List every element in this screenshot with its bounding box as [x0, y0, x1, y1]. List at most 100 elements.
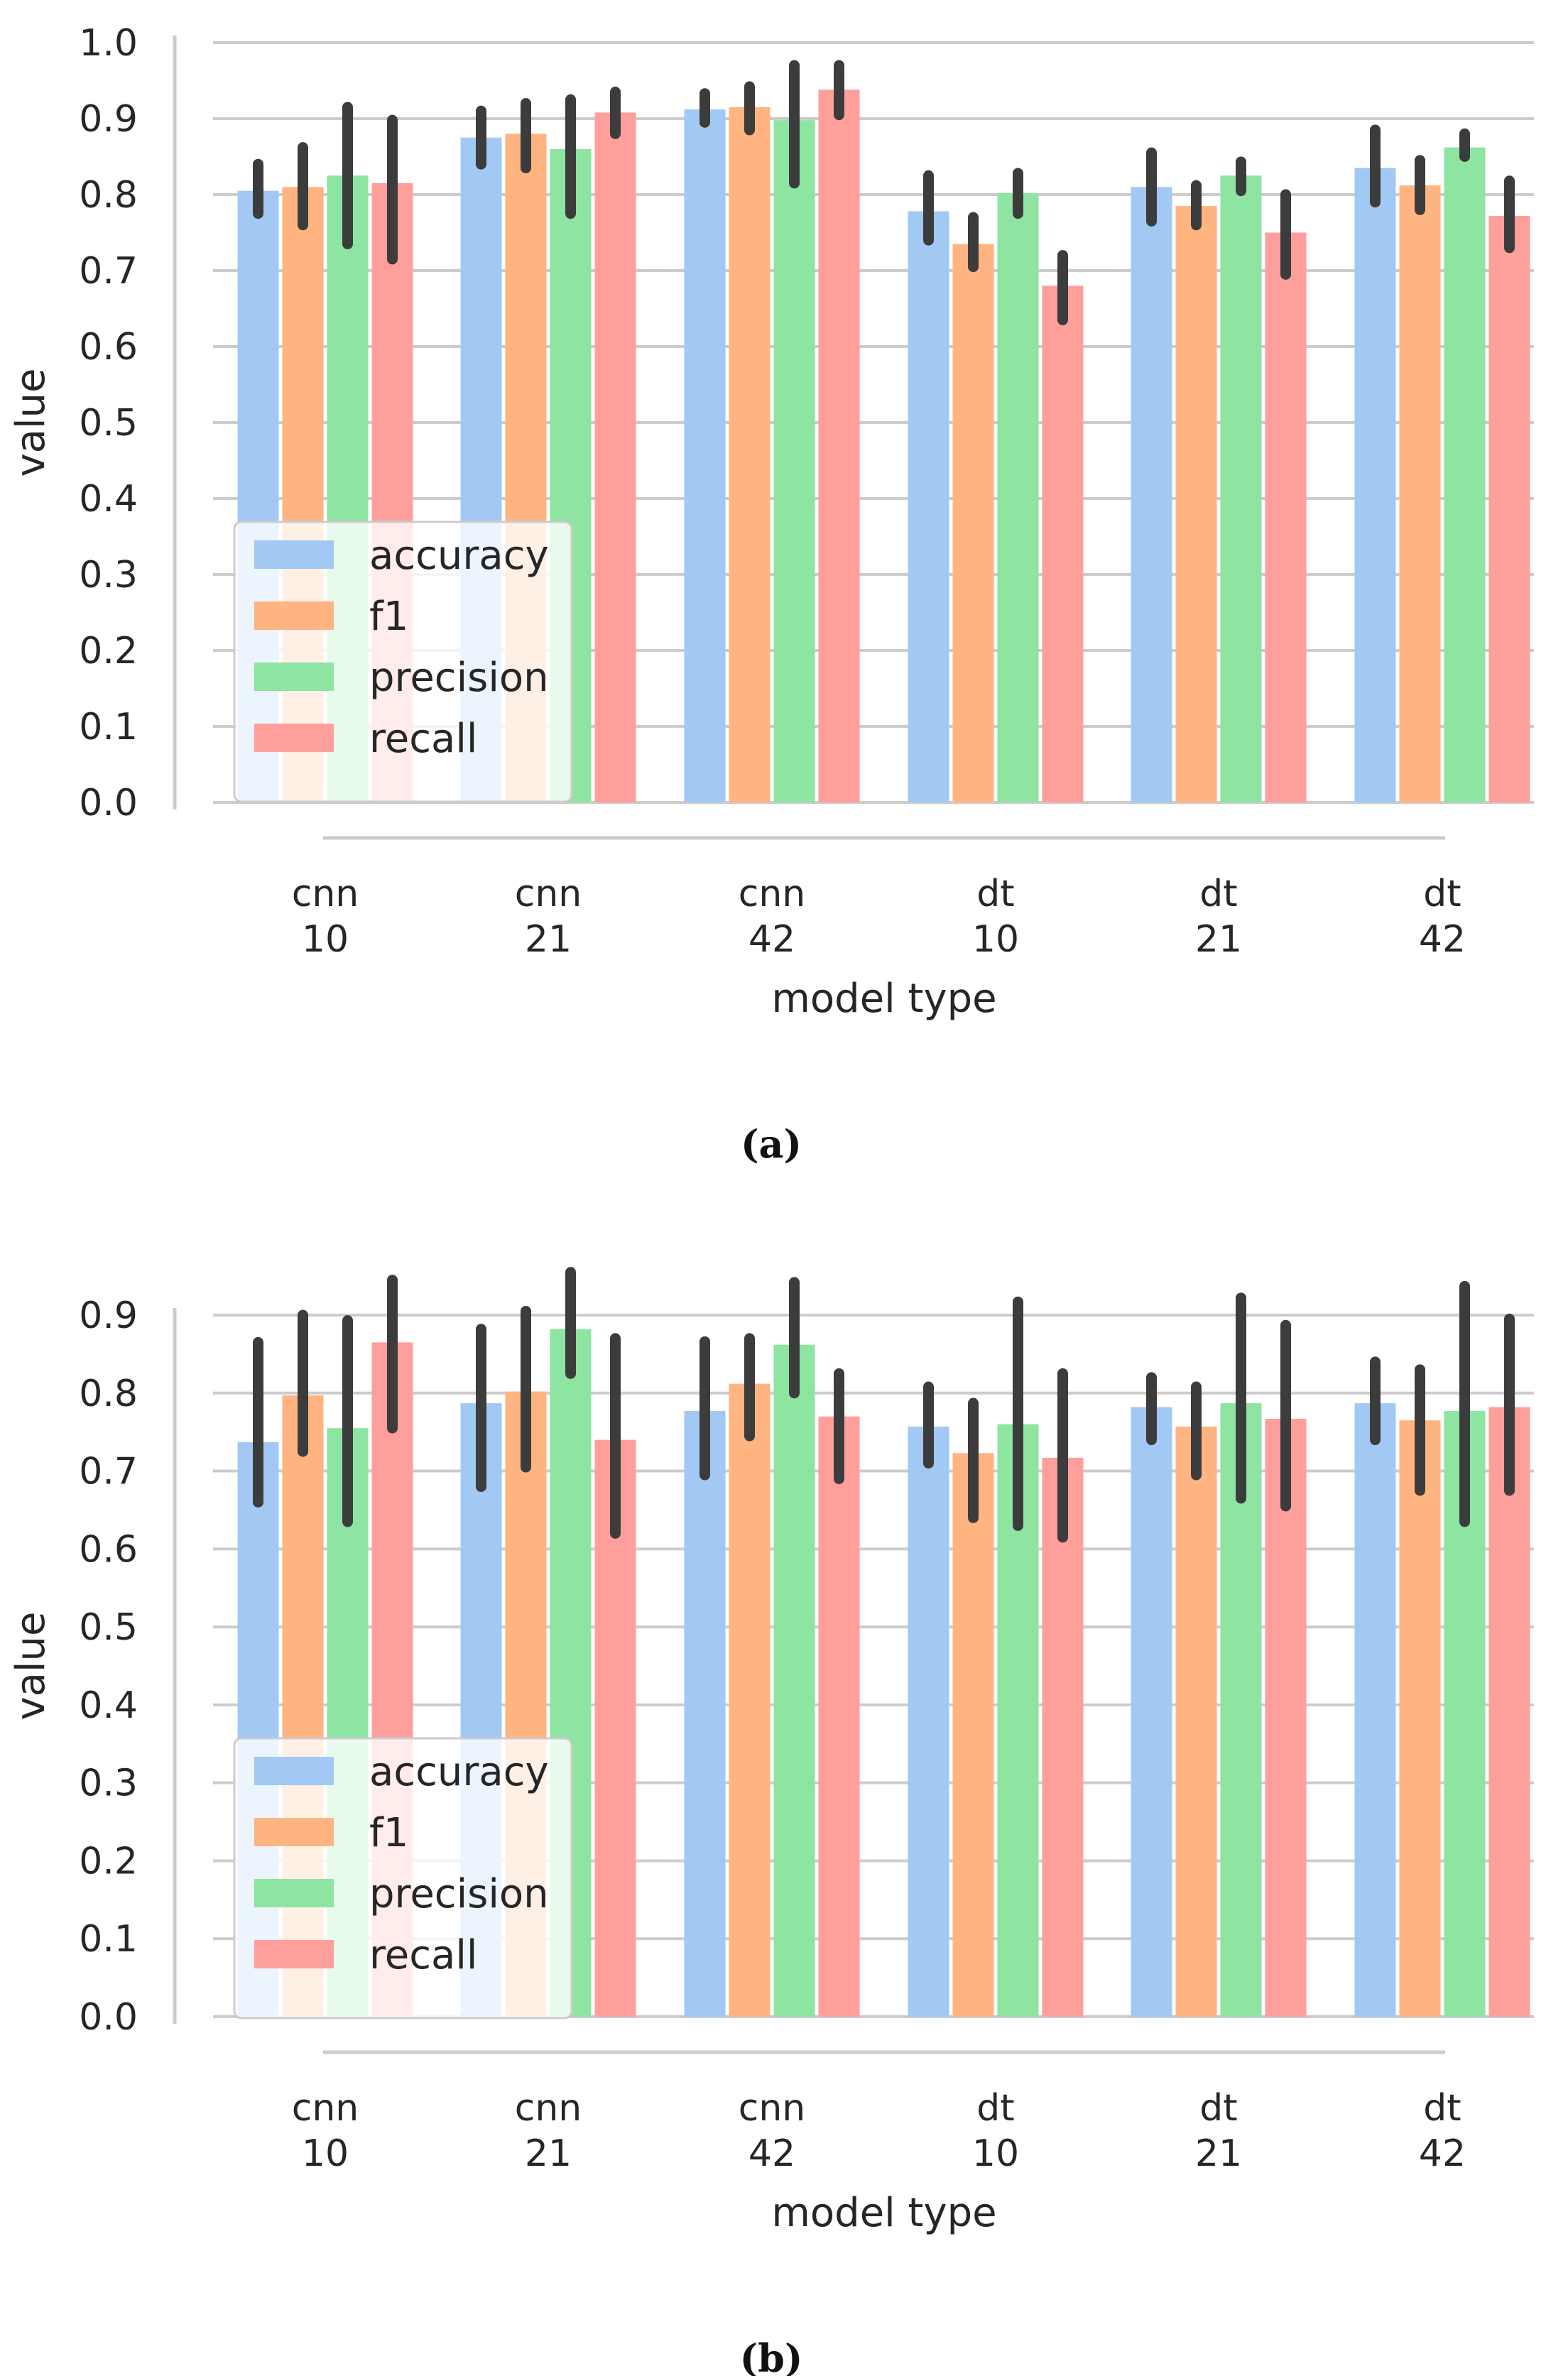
bar-accuracy: [1354, 168, 1396, 803]
x-tick-label: 42: [748, 918, 795, 961]
bar-recall: [1265, 1419, 1307, 2017]
legend-swatch-precision: [254, 663, 334, 691]
bar-accuracy: [1131, 1407, 1172, 2017]
y-tick-label: 0.2: [79, 630, 138, 672]
legend: accuracy f1 precision recall: [233, 1737, 573, 2020]
bar-recall: [1488, 215, 1530, 803]
x-tick-label: cnn: [292, 873, 359, 915]
chart-panel-b: 0.0 0.1 0.2 0.3 0.4 0.5 0.6 0.7 0.8 0.9 accuracy f1…: [8, 1267, 1534, 2236]
bar-f1: [729, 107, 771, 802]
bar-precision: [997, 192, 1039, 802]
legend-label-precision: precision: [369, 1871, 549, 1917]
legend-label-accuracy: accuracy: [369, 533, 549, 579]
legend-label-accuracy: accuracy: [369, 1749, 549, 1795]
legend-swatch-f1: [254, 601, 334, 630]
x-tick-label: cnn: [515, 873, 582, 915]
y-tick-label: 0.4: [79, 478, 138, 521]
bar-f1: [952, 244, 994, 802]
y-tick-label: 0.5: [79, 402, 138, 445]
x-tick-label: cnn: [739, 2087, 806, 2130]
y-tick-label: 0.6: [79, 1528, 138, 1571]
bar-recall: [818, 89, 860, 803]
legend-label-f1: f1: [369, 1810, 408, 1856]
legend-swatch-f1: [254, 1818, 334, 1846]
y-tick-label: 0.0: [79, 782, 138, 824]
y-axis-title: value: [8, 1612, 54, 1721]
legend-swatch-recall: [254, 724, 334, 752]
x-tick-label: 42: [1419, 2132, 1466, 2175]
x-tick-label: cnn: [515, 2087, 582, 2130]
y-tick-label: 0.9: [79, 98, 138, 141]
legend: accuracy f1 precision recall: [233, 521, 573, 803]
x-tick-label: 21: [525, 2132, 572, 2175]
y-tick-label: 0.8: [79, 1373, 138, 1415]
legend-swatch-precision: [254, 1879, 334, 1907]
x-axis-title: model type: [771, 2190, 996, 2236]
x-tick-label: 10: [302, 2132, 349, 2175]
legend-label-precision: precision: [369, 655, 549, 701]
legend-swatch-accuracy: [254, 540, 334, 569]
bar-precision: [773, 120, 815, 802]
x-tick-label: 21: [525, 918, 572, 961]
y-tick-label: 0.7: [79, 250, 138, 293]
y-tick-label: 0.8: [79, 174, 138, 217]
bar-accuracy: [908, 211, 949, 802]
legend-label-recall: recall: [369, 716, 477, 762]
bar-accuracy: [684, 109, 726, 802]
x-tick-label: cnn: [292, 2087, 359, 2130]
bar-recall: [1265, 232, 1307, 802]
bar-recall: [1042, 285, 1084, 802]
x-tick-label: 21: [1195, 2132, 1242, 2175]
bar-recall: [594, 112, 636, 802]
y-tick-label: 0.2: [79, 1840, 138, 1882]
y-tick-label: 0.4: [79, 1684, 138, 1727]
y-tick-label: 0.9: [79, 1295, 138, 1337]
x-tick-label: 10: [972, 918, 1019, 961]
caption-b: (b): [740, 2336, 803, 2376]
bar-accuracy: [1131, 187, 1172, 802]
legend-label-f1: f1: [369, 594, 408, 640]
y-tick-label: 1.0: [79, 22, 138, 65]
y-tick-label: 0.5: [79, 1606, 138, 1649]
x-tick-label: 21: [1195, 918, 1242, 961]
chart-panel-a: 0.0 0.1 0.2 0.3 0.4 0.5 0.6 0.7 0.8 0.9 1.0 accurac…: [8, 22, 1534, 1022]
y-tick-label: 0.1: [79, 706, 138, 748]
x-tick-label: dt: [1199, 2087, 1237, 2130]
bar-recall: [1488, 1407, 1530, 2017]
bar-f1: [1399, 1420, 1441, 2017]
x-tick-label: dt: [1423, 2087, 1461, 2130]
bar-f1: [1175, 1426, 1217, 2017]
y-tick-label: 0.3: [79, 554, 138, 596]
x-tick-label: 10: [972, 2132, 1019, 2175]
bar-precision: [1220, 175, 1262, 802]
y-tick-label: 0.7: [79, 1451, 138, 1493]
bar-accuracy: [684, 1411, 726, 2017]
y-tick-label: 0.0: [79, 1996, 138, 2039]
bar-precision: [773, 1344, 815, 2017]
bar-f1: [729, 1383, 771, 2017]
bar-recall: [818, 1416, 860, 2017]
bar-recall: [1042, 1457, 1084, 2017]
x-tick-label: dt: [976, 2087, 1014, 2130]
caption-a: (a): [741, 1121, 802, 1167]
y-tick-label: 0.6: [79, 326, 138, 369]
legend-swatch-accuracy: [254, 1757, 334, 1785]
x-tick-label: dt: [1199, 873, 1237, 915]
x-tick-label: 42: [1419, 918, 1466, 961]
legend-swatch-recall: [254, 1940, 334, 1968]
x-tick-label: 10: [302, 918, 349, 961]
x-tick-label: cnn: [739, 873, 806, 915]
bar-precision: [1220, 1403, 1262, 2017]
bar-accuracy: [908, 1426, 949, 2017]
y-tick-label: 0.1: [79, 1918, 138, 1961]
bar-f1: [1175, 206, 1217, 802]
bar-precision: [1444, 147, 1486, 802]
x-axis-title: model type: [771, 976, 996, 1022]
x-tick-label: dt: [976, 873, 1014, 915]
bar-accuracy: [1354, 1403, 1396, 2017]
x-tick-label: dt: [1423, 873, 1461, 915]
x-tick-label: 42: [748, 2132, 795, 2175]
y-axis-title: value: [8, 369, 54, 477]
y-tick-label: 0.3: [79, 1762, 138, 1805]
